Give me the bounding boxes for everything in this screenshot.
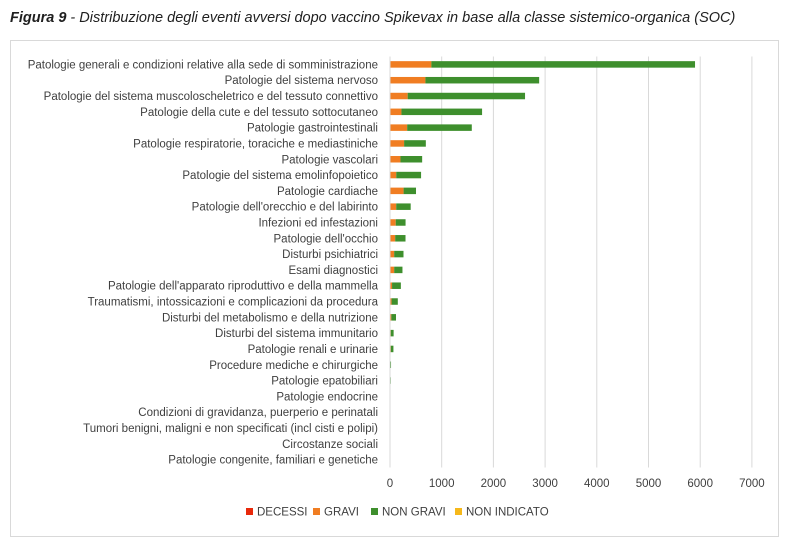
x-tick-label: 0 [387,478,393,490]
x-tick-label: 5000 [636,478,662,490]
bar-segment [401,108,483,116]
bar-segment [390,314,392,321]
x-tick-label: 3000 [532,478,558,490]
bar-segment [390,282,393,289]
bar-segment [391,314,396,321]
bar-segment [390,250,395,258]
figure-caption: Figura 9 - Distribuzione degli eventi av… [10,10,735,26]
bar-segment [390,329,394,337]
bar-segment [403,187,417,195]
y-tick-label: Patologie gastrointestinali [247,123,378,135]
bar-segment [394,250,404,258]
y-tick-label: Tumori benigni, maligni e non specificat… [83,423,378,435]
legend-label: DECESSI [257,507,308,519]
x-tick-label: 7000 [739,478,765,490]
y-tick-label: Disturbi del metabolismo e della nutrizi… [162,312,378,324]
bar-segment [400,156,423,163]
bar-segment [390,377,391,384]
bar-segment [396,203,411,210]
bar-segment [390,140,405,147]
legend-label: NON INDICATO [466,507,549,519]
figure-caption-text: - Distribuzione degli eventi avversi dop… [66,10,736,26]
y-tick-label: Patologie dell'orecchio e del labirinto [192,202,378,214]
y-tick-label: Patologie del sistema muscoloscheletrico… [44,91,378,103]
bar-segment [390,61,432,68]
y-tick-label: Patologie generali e condizioni relative… [28,59,378,71]
bar-segment [390,92,408,100]
y-tick-label: Patologie congenite, familiari e genetic… [168,455,378,467]
bar-segment [390,76,426,84]
bar-segment [390,361,392,368]
bar-segment [391,298,398,305]
legend-swatch [455,508,462,515]
y-tick-label: Patologie del sistema emolinfopoietico [182,170,378,182]
y-tick-label: Infezioni ed infestazioni [258,217,378,229]
y-tick-label: Traumatismi, intossicazioni e complicazi… [88,297,379,309]
bar-segment [390,171,397,179]
bar-segment [390,219,396,226]
y-tick-label: Patologie della cute e del tessuto sotto… [140,107,378,119]
bar-segment [396,171,422,179]
y-tick-label: Patologie renali e urinarie [248,344,378,356]
y-tick-label: Circostanze sociali [282,439,378,451]
bar-segment [395,235,406,242]
x-tick-label: 1000 [429,478,455,490]
y-tick-label: Patologie epatobiliari [271,376,378,388]
bar-segment [431,61,696,68]
bar-segment [390,187,404,195]
y-tick-label: Patologie del sistema nervoso [225,75,378,87]
legend-label: NON GRAVI [382,507,446,519]
bar-segment [395,219,406,226]
bar-segment [390,266,395,274]
bar-segment [390,235,396,242]
bar-segment [407,124,472,131]
bar-segment [407,92,526,100]
y-tick-label: Patologie vascolari [281,154,378,166]
bar-segment [404,140,426,147]
y-tick-label: Patologie dell'occhio [274,233,379,245]
y-tick-label: Disturbi del sistema immunitario [215,328,378,340]
bar-segment [394,266,403,274]
bar-segment [390,156,401,163]
y-tick-label: Patologie cardiache [277,186,378,198]
chart-frame [10,40,779,537]
legend-swatch [313,508,320,515]
y-tick-label: Procedure mediche e chirurgiche [209,360,378,372]
bar-segment [390,124,408,131]
x-tick-label: 4000 [584,478,610,490]
bar-segment [390,345,394,353]
bar-segment [392,282,401,289]
legend-label: GRAVI [324,507,359,519]
bar-segment [425,76,540,84]
bar-segment [390,108,402,116]
y-tick-label: Condizioni di gravidanza, puerperio e pe… [138,407,378,419]
y-tick-label: Patologie dell'apparato riproduttivo e d… [108,281,379,293]
bar-segment [390,298,392,305]
x-tick-label: 6000 [687,478,713,490]
figure-label: Figura 9 [10,10,67,26]
y-tick-label: Disturbi psichiatrici [282,249,378,261]
legend-swatch [246,508,253,515]
x-tick-label: 2000 [481,478,507,490]
y-tick-label: Patologie respiratorie, toraciche e medi… [133,138,378,150]
y-tick-label: Patologie endocrine [276,391,378,403]
bar-segment [390,203,397,210]
legend-swatch [371,508,378,515]
y-tick-label: Esami diagnostici [289,265,378,277]
